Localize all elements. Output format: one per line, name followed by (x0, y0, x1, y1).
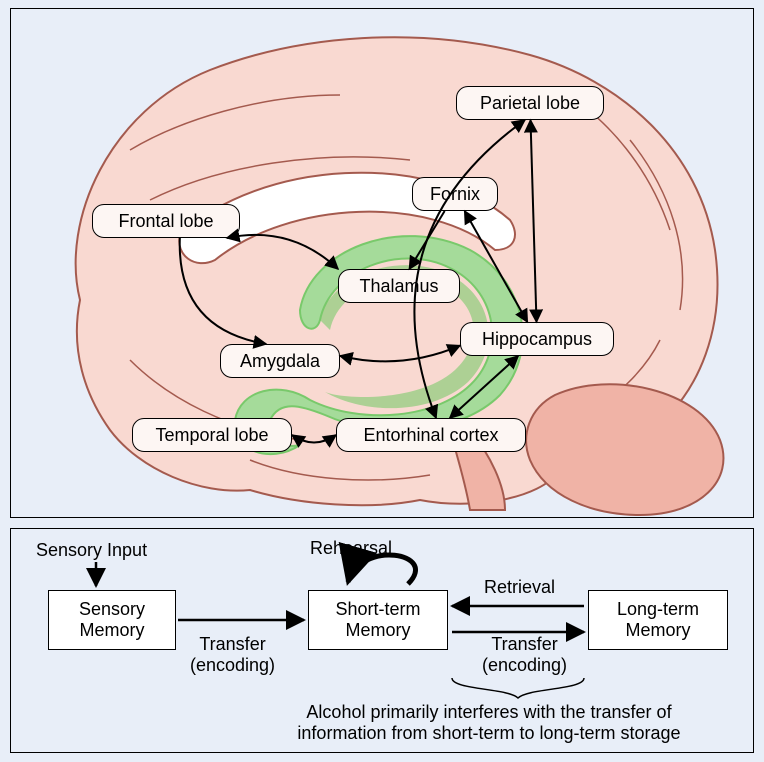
memory-box-sensory: Sensory Memory (48, 590, 176, 650)
label-transfer-2: Transfer (encoding) (482, 634, 567, 675)
node-hippocampus: Hippocampus (460, 322, 614, 356)
memory-box-short-term: Short-term Memory (308, 590, 448, 650)
node-temporal-lobe: Temporal lobe (132, 418, 292, 452)
memory-box-long-term: Long-term Memory (588, 590, 728, 650)
node-amygdala: Amygdala (220, 344, 340, 378)
node-label: Hippocampus (482, 329, 592, 350)
node-label: Amygdala (240, 351, 320, 372)
label-alcohol-note: Alcohol primarily interferes with the tr… (254, 702, 724, 743)
label-sensory-input: Sensory Input (36, 540, 147, 561)
node-fornix: Fornix (412, 177, 498, 211)
node-entorhinal-cortex: Entorhinal cortex (336, 418, 526, 452)
memory-box-label: Short-term Memory (335, 599, 420, 640)
node-parietal-lobe: Parietal lobe (456, 86, 604, 120)
node-label: Thalamus (359, 276, 438, 297)
node-label: Fornix (430, 184, 480, 205)
node-thalamus: Thalamus (338, 269, 460, 303)
node-label: Parietal lobe (480, 93, 580, 114)
node-label: Temporal lobe (155, 425, 268, 446)
label-retrieval: Retrieval (484, 577, 555, 598)
node-label: Frontal lobe (118, 211, 213, 232)
label-rehearsal: Rehearsal (310, 538, 392, 559)
memory-box-label: Long-term Memory (617, 599, 699, 640)
node-frontal-lobe: Frontal lobe (92, 204, 240, 238)
memory-box-label: Sensory Memory (79, 599, 145, 640)
label-transfer-1: Transfer (encoding) (190, 634, 275, 675)
node-label: Entorhinal cortex (363, 425, 498, 446)
